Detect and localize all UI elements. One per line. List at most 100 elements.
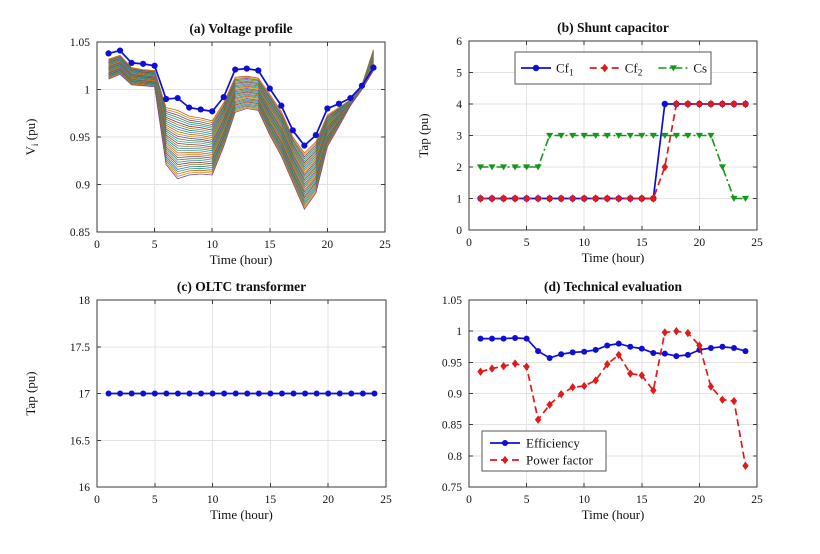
series-cs-marker	[557, 132, 565, 139]
series-cs-marker	[626, 132, 634, 139]
series-oltc-tap-marker	[232, 390, 239, 397]
band-line	[108, 55, 374, 172]
series-cf2-marker	[650, 194, 657, 203]
subplot-b-xlabel: Time (hour)	[582, 250, 645, 265]
x-tick-label: 10	[578, 494, 590, 506]
series-oltc-tap-marker	[198, 390, 205, 397]
legend-label-cf1: Cf1	[556, 61, 574, 79]
series-cs-marker	[672, 132, 680, 139]
series-power-factor-marker	[673, 327, 680, 336]
series-cf2-marker	[638, 194, 646, 203]
series-efficiency-marker	[661, 350, 668, 357]
series-cf1-marker	[661, 100, 669, 108]
x-tick-label: 0	[94, 239, 100, 251]
series-cf2-marker	[488, 194, 496, 203]
x-tick-label: 15	[265, 494, 277, 506]
x-tick-label: 0	[466, 237, 472, 249]
x-tick-label: 20	[694, 237, 706, 249]
series-bus-1-voltage-marker	[301, 142, 308, 149]
x-tick-label: 25	[380, 494, 392, 506]
series-oltc-tap-marker	[209, 390, 216, 397]
series-cf2	[477, 99, 749, 203]
series-bus-1-voltage-marker	[151, 62, 158, 69]
series-cf2-marker	[500, 194, 507, 203]
legend-label-power-factor: Power factor	[526, 453, 593, 468]
series-cf2-marker	[477, 194, 484, 203]
series-cs	[476, 132, 750, 202]
x-tick-label: 20	[694, 494, 706, 506]
series-cf2-marker	[511, 194, 519, 203]
series-oltc-tap	[105, 390, 378, 397]
series-efficiency-marker	[673, 353, 680, 360]
band-line	[108, 67, 374, 203]
series-oltc-tap-marker	[302, 390, 309, 397]
series-power-factor-marker	[592, 376, 599, 385]
series-cf2-marker	[626, 194, 634, 203]
subplot-a-ylabel: Vi (pu)	[23, 119, 41, 156]
band-line	[108, 54, 374, 168]
series-oltc-tap-marker	[186, 390, 193, 397]
series-power-factor-marker	[546, 400, 553, 409]
series-cs-marker	[649, 132, 657, 139]
series-power-factor-marker	[650, 386, 657, 395]
subplot-a: 0 5 10 15 20 25 0.85 0.9 0.95 1 1.05 (a) Voltage pr…	[23, 21, 391, 267]
tick-labels: 0 5 10 15 20 25 0 1 2 3 4 5 6	[456, 36, 763, 249]
series-cf2-marker	[557, 194, 565, 203]
series-efficiency-marker	[730, 344, 737, 351]
series-bus-1-voltage-marker	[335, 100, 343, 107]
series-bus-1-voltage-marker	[278, 102, 285, 109]
y-tick-label: 2	[456, 162, 462, 174]
series-power-factor-marker	[523, 362, 530, 371]
series-efficiency-marker	[650, 349, 657, 356]
series-cf2-marker	[534, 194, 542, 203]
y-tick-label: 5	[456, 68, 462, 80]
series-cs-marker	[615, 132, 623, 139]
subplot-c-ylabel: Tap (pu)	[23, 371, 38, 415]
series-oltc-tap-marker	[174, 390, 181, 397]
series-bus-1-voltage-marker	[255, 67, 262, 74]
series-efficiency-marker	[615, 340, 622, 347]
series-bus-1-voltage-marker	[163, 95, 170, 103]
series-power-factor-marker	[511, 359, 519, 368]
y-tick-label: 3	[456, 131, 462, 143]
band-line	[108, 66, 374, 199]
series-bus-1-voltage	[105, 47, 377, 149]
band-line	[108, 53, 374, 164]
series-bus-1-voltage-marker	[128, 59, 135, 66]
y-tick-label: 0.95	[70, 132, 90, 144]
series-efficiency-marker	[684, 351, 691, 358]
series-cf2-marker	[719, 99, 726, 109]
y-tick-label: 17.5	[70, 342, 90, 354]
series-power-factor-marker	[581, 381, 588, 391]
x-tick-label: 25	[751, 237, 763, 249]
band-line	[108, 60, 374, 183]
series-bus-1-voltage-marker	[358, 82, 366, 89]
series-power-factor-marker	[684, 328, 692, 338]
legend-marker-power-factor	[501, 455, 509, 465]
subplot-b-ylabel: Tap (pu)	[416, 113, 431, 157]
legend-marker-cs	[669, 65, 677, 72]
tick-labels: 0 5 10 15 20 25 16 16.5 17 17.5 18	[70, 295, 392, 506]
series-oltc-tap-marker	[163, 390, 170, 397]
y-tick-label: 4	[456, 99, 462, 111]
series-bus-1-voltage-marker	[220, 94, 227, 101]
subplot-d-legend: Efficiency Power factor	[481, 430, 607, 472]
series-efficiency-marker	[477, 335, 484, 342]
series-oltc-tap-marker	[290, 390, 297, 397]
x-tick-label: 20	[322, 239, 334, 251]
series-cs-marker	[511, 164, 519, 171]
series-cs-marker	[707, 132, 715, 139]
tick-labels: 0 5 10 15 20 25 0.75 0.8 0.85 0.9 0.95 1 1.05	[442, 295, 763, 506]
series-cf2-marker	[673, 99, 680, 109]
y-tick-label: 0.85	[442, 420, 462, 432]
series-cf2-marker	[707, 99, 715, 109]
x-tick-label: 10	[207, 494, 219, 506]
series-efficiency-marker	[489, 335, 496, 342]
series-oltc-tap-marker	[244, 390, 251, 397]
x-tick-label: 10	[206, 239, 218, 251]
series-power-factor-marker	[604, 360, 611, 369]
series-bus-1-voltage-marker	[324, 105, 331, 112]
legend-marker-cf1	[532, 64, 540, 72]
band-line	[108, 61, 374, 187]
y-tick-label: 0	[456, 225, 462, 237]
